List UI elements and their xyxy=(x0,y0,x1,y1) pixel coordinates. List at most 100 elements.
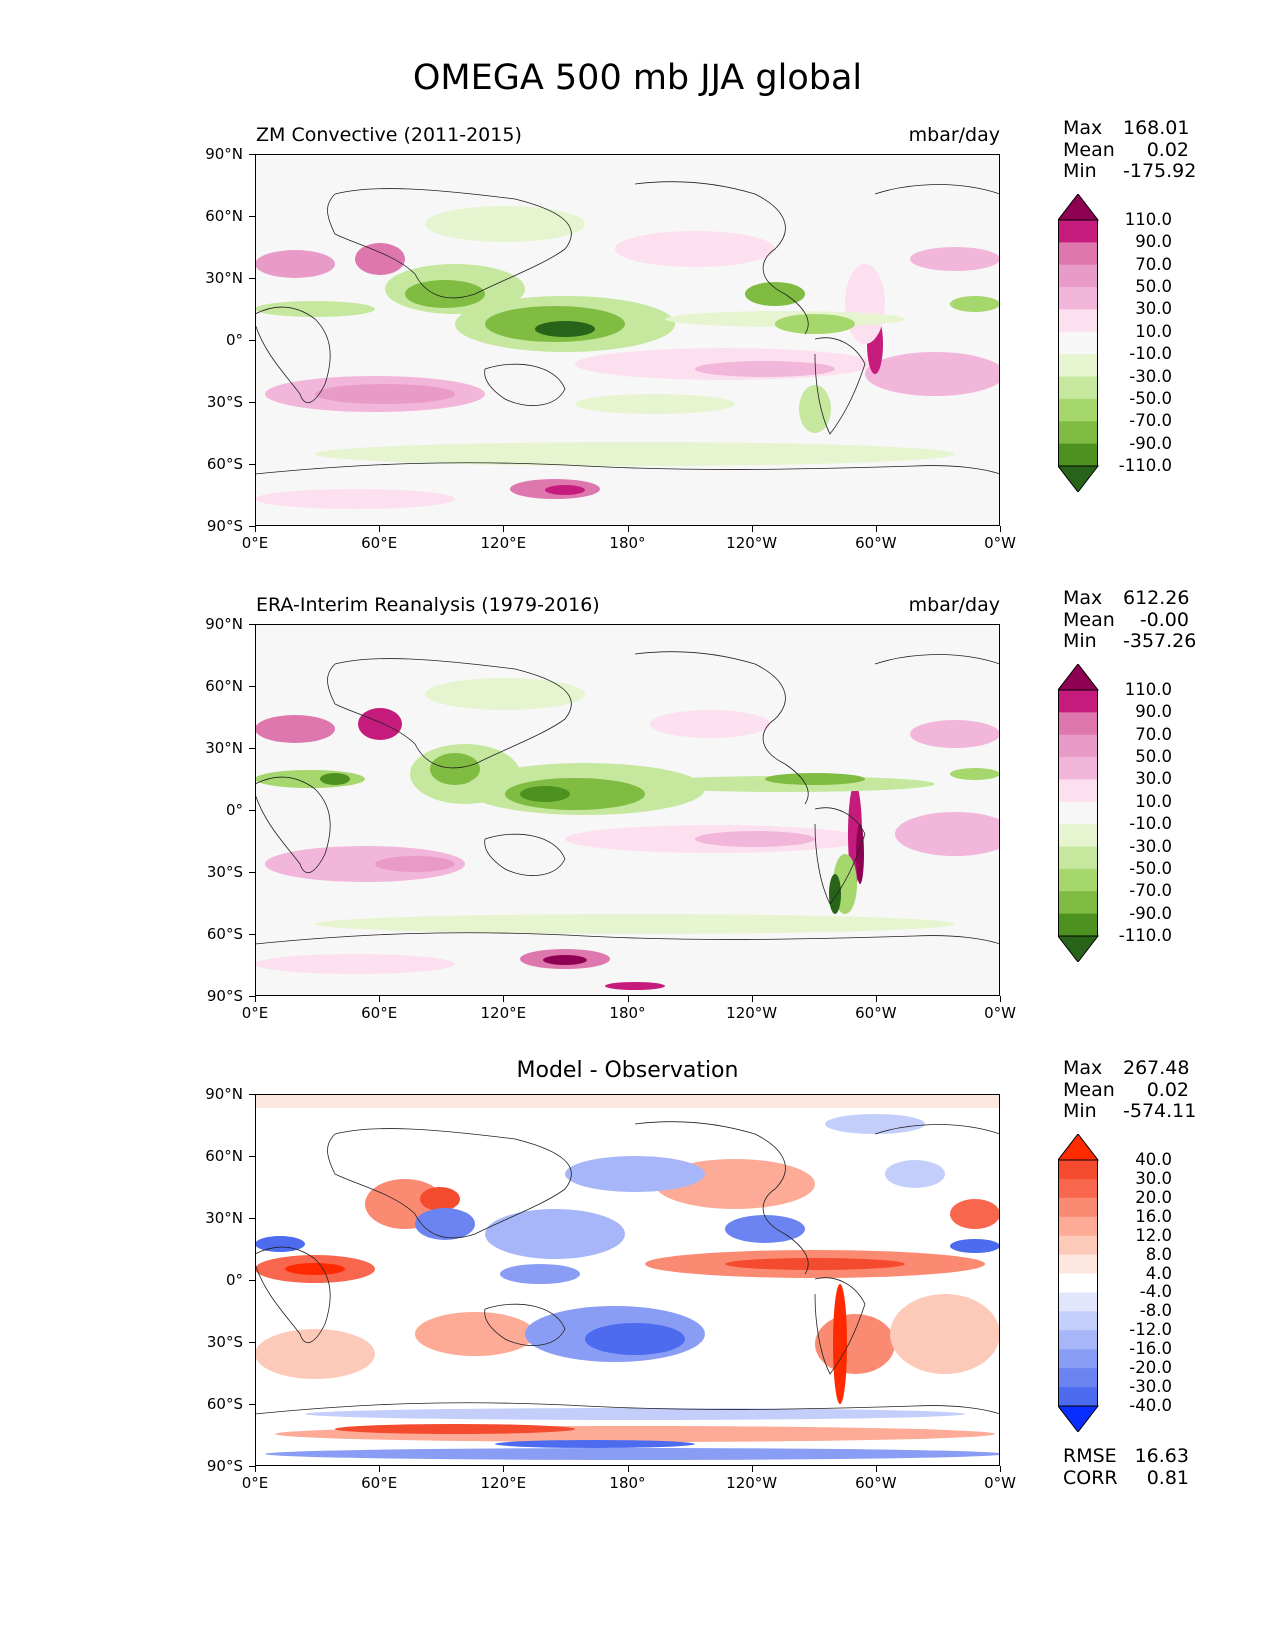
lon-tick-mark xyxy=(751,1466,753,1472)
coastlines xyxy=(255,181,1000,475)
colorbar-swatch xyxy=(1058,868,1098,892)
lon-tick-mark xyxy=(1000,1466,1001,1472)
lat-tick-mark xyxy=(249,216,255,217)
lon-tick-label: 120°W xyxy=(726,534,778,552)
colorbar-swatch xyxy=(1058,1273,1098,1293)
colorbar-tick-label: -30.0 xyxy=(1129,836,1172,856)
colorbar-tick-label: -30.0 xyxy=(1129,366,1172,386)
lat-tick-mark xyxy=(249,1342,255,1343)
coastlines xyxy=(255,651,1000,945)
lat-tick-mark xyxy=(249,278,255,279)
lat-tick-label: 30°S xyxy=(206,863,243,881)
lat-tick-mark xyxy=(249,1156,255,1157)
colorbar-tick-label: -10.0 xyxy=(1129,814,1172,834)
mean-value: 0.02 xyxy=(1146,1078,1189,1101)
colorbar-swatch xyxy=(1058,398,1098,422)
colorbar-swatch xyxy=(1058,220,1098,243)
colorbar-swatch xyxy=(1058,690,1098,713)
colorbar-swatch xyxy=(1058,1178,1098,1199)
rmse-value: 16.63 xyxy=(1134,1445,1189,1467)
colorbar-tick-label: -16.0 xyxy=(1129,1339,1172,1359)
panel-2-map xyxy=(255,624,1000,996)
panel-3-stats: Max 267.48 Mean 0.02 Min -574.11 xyxy=(1063,1057,1197,1123)
colorbar-swatch xyxy=(1058,1368,1098,1388)
rmse-label: RMSE xyxy=(1063,1445,1117,1467)
panel-1-map xyxy=(255,154,1000,526)
lat-tick-mark xyxy=(249,748,255,749)
colorbar-tick-label: 12.0 xyxy=(1135,1225,1172,1245)
lon-tick-mark xyxy=(627,996,629,1002)
lat-tick-label: 30°S xyxy=(206,393,243,411)
colorbar-tick-label: -70.0 xyxy=(1129,881,1172,901)
max-value: 267.48 xyxy=(1123,1057,1190,1079)
lon-tick-label: 120°E xyxy=(480,1004,527,1022)
colorbar-swatch xyxy=(1058,1160,1098,1180)
lat-tick-label: 30°N xyxy=(205,739,243,757)
colorbar-outline xyxy=(1058,1159,1098,1407)
lat-tick-mark xyxy=(249,464,255,465)
lat-tick-label: 0° xyxy=(225,1271,243,1289)
lon-tick-label: 0°W xyxy=(984,1474,1016,1492)
lat-tick-label: 60°N xyxy=(205,1147,243,1165)
colorbar-tick-label: -90.0 xyxy=(1129,903,1172,923)
lon-tick-mark xyxy=(503,1466,505,1472)
colorbar-swatch xyxy=(1058,913,1098,937)
lon-tick-mark xyxy=(627,526,629,532)
panel-1-frame xyxy=(255,154,1000,526)
colorbar-swatch xyxy=(1058,1330,1098,1350)
min-label: Min xyxy=(1063,1100,1097,1122)
lon-tick-label: 180° xyxy=(609,1474,646,1492)
lon-tick-mark xyxy=(875,1466,877,1472)
lon-tick-label: 0°E xyxy=(241,1474,269,1492)
lat-tick-label: 0° xyxy=(225,331,243,349)
lon-tick-label: 0°E xyxy=(241,1004,269,1022)
lon-tick-label: 60°E xyxy=(361,1474,398,1492)
lat-tick-label: 90°S xyxy=(206,1457,243,1475)
colorbar-swatch xyxy=(1058,846,1098,870)
colorbar-tick-label: -40.0 xyxy=(1129,1396,1172,1415)
lon-tick-mark xyxy=(255,526,256,532)
panel-2-frame xyxy=(255,624,1000,996)
lon-tick-mark xyxy=(503,996,505,1002)
panel-3-map xyxy=(255,1094,1000,1466)
min-value: -357.26 xyxy=(1123,630,1197,652)
lat-tick-mark xyxy=(249,624,255,625)
colorbar-swatch xyxy=(1058,443,1098,467)
colorbar-swatch xyxy=(1058,242,1098,266)
colorbar-tick-label: 50.0 xyxy=(1135,747,1172,767)
lon-tick-mark xyxy=(751,996,753,1002)
lon-tick-mark xyxy=(1000,526,1001,532)
lon-tick-mark xyxy=(255,996,256,1002)
colorbar-swatch xyxy=(1058,376,1098,400)
mean-value: 0.02 xyxy=(1146,138,1189,161)
colorbar-swatch xyxy=(1058,1254,1098,1275)
colorbar-tick-label: -50.0 xyxy=(1129,858,1172,878)
lon-tick-mark xyxy=(503,526,505,532)
panel-2-title: ERA-Interim Reanalysis (1979-2016) xyxy=(256,594,600,616)
lon-tick-label: 180° xyxy=(609,534,646,552)
lon-tick-label: 60°E xyxy=(361,1004,398,1022)
colorbar-tick-label: 70.0 xyxy=(1135,724,1172,744)
contour-fields xyxy=(255,678,1000,990)
min-value: -574.11 xyxy=(1123,1100,1197,1122)
lat-tick-label: 90°N xyxy=(205,145,243,163)
lon-tick-label: 0°E xyxy=(241,534,269,552)
colorbar-extend-min xyxy=(1058,465,1100,492)
colorbar-tick-label: 110.0 xyxy=(1124,210,1172,229)
lon-tick-label: 60°W xyxy=(855,1004,897,1022)
colorbar-extend-min xyxy=(1058,1405,1100,1432)
colorbar-tick-label: -12.0 xyxy=(1129,1320,1172,1340)
lon-tick-mark xyxy=(379,526,381,532)
lon-tick-label: 120°W xyxy=(726,1004,778,1022)
coastlines xyxy=(255,1121,1000,1415)
colorbar-tick-label: 8.0 xyxy=(1145,1244,1172,1264)
colorbar-tick-label: 30.0 xyxy=(1135,299,1172,319)
lat-tick-mark xyxy=(249,810,255,811)
colorbar-tick-label: 16.0 xyxy=(1135,1206,1172,1226)
panel-3-title: Model - Observation xyxy=(516,1058,739,1083)
lat-tick-label: 60°S xyxy=(206,925,243,943)
lat-tick-mark xyxy=(249,526,255,527)
lon-tick-mark xyxy=(379,996,381,1002)
panel-3-frame xyxy=(255,1094,1000,1466)
colorbar-tick-label: 40.0 xyxy=(1135,1150,1172,1169)
